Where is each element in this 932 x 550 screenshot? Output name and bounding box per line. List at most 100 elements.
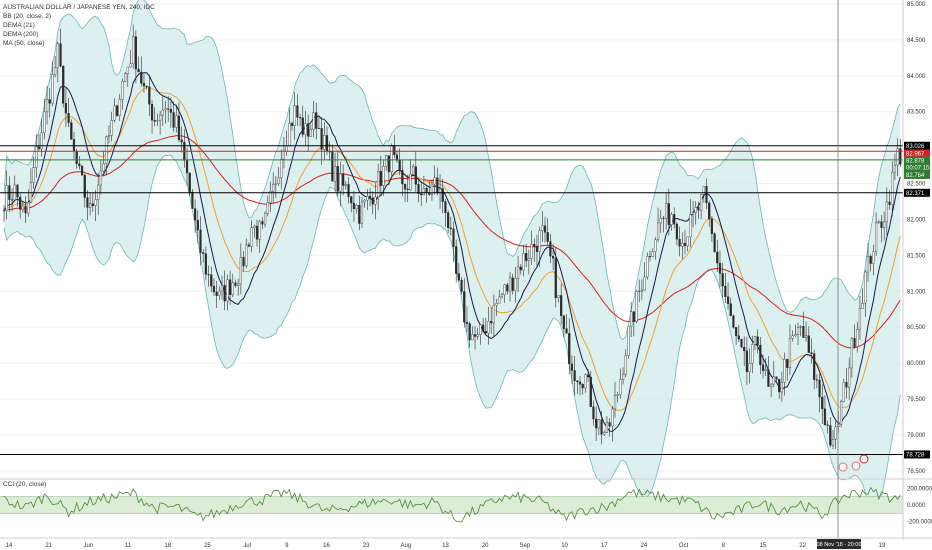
time-tick-label: Sep: [520, 543, 531, 549]
price-tag-label: 82.764: [906, 173, 925, 179]
candle-body: [848, 367, 851, 388]
bb-fill: [4, 0, 901, 508]
candle-body: [869, 255, 872, 264]
economic-event-icon[interactable]: [851, 461, 861, 471]
price-tag-bg: [904, 170, 930, 179]
candle-body: [420, 193, 423, 196]
candle-body: [498, 296, 501, 304]
candle-body: [409, 174, 412, 191]
economic-event-icon[interactable]: [859, 454, 869, 464]
candle-body: [105, 136, 108, 164]
candle-body: [893, 164, 897, 173]
candle-body: [382, 166, 385, 186]
legend-dema200[interactable]: DEMA (200): [3, 31, 39, 38]
candle-body: [126, 66, 129, 75]
candle-body: [643, 276, 646, 291]
candle-body: [309, 129, 312, 137]
candle-body: [40, 132, 43, 149]
legend-ma50[interactable]: MA (50, close): [3, 40, 45, 47]
time-tick-label: Jun: [84, 543, 94, 549]
candle-body: [856, 329, 859, 348]
candle-body: [850, 337, 853, 369]
candle-body: [624, 355, 627, 375]
candle-body: [336, 166, 339, 192]
price-axis[interactable]: 85.00084.50084.00083.50083.00082.50082.0…: [902, 0, 932, 540]
horizontal-levels[interactable]: [0, 145, 903, 455]
time-axis[interactable]: 14 21 Jun 11 18 25 Jul 9 16 23 Aug 13 20 Sep 10 17 24 Oct…: [6, 543, 886, 549]
legend-dema21[interactable]: DEMA (21): [3, 22, 35, 29]
candle-body: [635, 291, 638, 322]
candle-body: [54, 67, 57, 75]
candle-body: [175, 115, 178, 128]
price-tag-label: 82.878: [906, 159, 925, 165]
candle-body: [374, 196, 377, 205]
time-tick-label: Aug: [400, 543, 411, 549]
candle-body: [705, 186, 708, 204]
candle-body: [45, 99, 49, 113]
candle-body: [19, 196, 22, 210]
cci-tick-label: 200.0000: [907, 486, 932, 492]
time-tick-label: 20: [482, 543, 489, 549]
candle-body: [630, 311, 633, 327]
candle-body: [627, 326, 630, 356]
candle-body: [447, 212, 450, 228]
bollinger-bands: [3, 0, 901, 509]
candle-body: [228, 279, 232, 295]
candle-body: [360, 201, 364, 224]
candle-body: [83, 174, 86, 198]
candle-body: [350, 196, 353, 204]
candle-body: [818, 379, 821, 398]
price-tag-bg: [904, 141, 930, 150]
candle-body: [560, 295, 563, 316]
candle-body: [64, 103, 68, 114]
candle-body: [613, 395, 617, 410]
candle-body: [43, 111, 46, 134]
price-tag-bg: [904, 149, 930, 158]
symbol-title[interactable]: AUSTRALIAN DOLLAR / JAPANESE YEN, 240, I…: [3, 4, 155, 11]
candle-body: [468, 323, 471, 341]
candle-body: [142, 83, 146, 87]
price-tick-label: 84.500: [907, 38, 926, 44]
candle-body: [519, 266, 522, 271]
candle-body: [667, 203, 670, 225]
candle-body: [358, 205, 361, 224]
candle-body: [355, 205, 358, 210]
candle-body: [527, 258, 530, 261]
event-markers[interactable]: [838, 454, 869, 472]
candle-body: [266, 202, 269, 214]
candle-body: [562, 315, 565, 329]
candle-body: [110, 120, 113, 136]
candle-body: [522, 253, 525, 271]
candle-body: [10, 199, 14, 201]
candle-body: [91, 203, 94, 206]
candle-body: [325, 135, 329, 152]
candle-body: [678, 238, 681, 247]
cci-band: [0, 496, 903, 514]
candle-body: [866, 255, 870, 273]
candle-body: [508, 277, 512, 292]
candle-body: [156, 120, 159, 122]
candlesticks: [2, 24, 902, 450]
candle-body: [638, 290, 641, 292]
candle-body: [570, 363, 574, 371]
candle-body: [237, 283, 240, 286]
legend-bb[interactable]: BB (20, close, 2): [3, 13, 52, 20]
candle-body: [67, 112, 70, 123]
candle-body: [737, 335, 740, 340]
time-tick-label: 18: [164, 543, 171, 549]
economic-event-icon[interactable]: [838, 462, 848, 472]
candle-body: [430, 183, 434, 195]
candle-body: [377, 171, 380, 198]
price-tag: 82.371: [904, 188, 930, 197]
candle-body: [250, 227, 253, 247]
candle-body: [659, 217, 662, 224]
cci-legend[interactable]: CCI (20, close): [3, 481, 47, 488]
candle-body: [99, 170, 102, 186]
candle-body: [619, 379, 622, 395]
candle-body: [274, 183, 277, 185]
candle-body: [761, 364, 765, 371]
candle-body: [465, 321, 469, 324]
cci-pane: [0, 478, 932, 539]
price-tag: 78.728: [904, 450, 930, 459]
